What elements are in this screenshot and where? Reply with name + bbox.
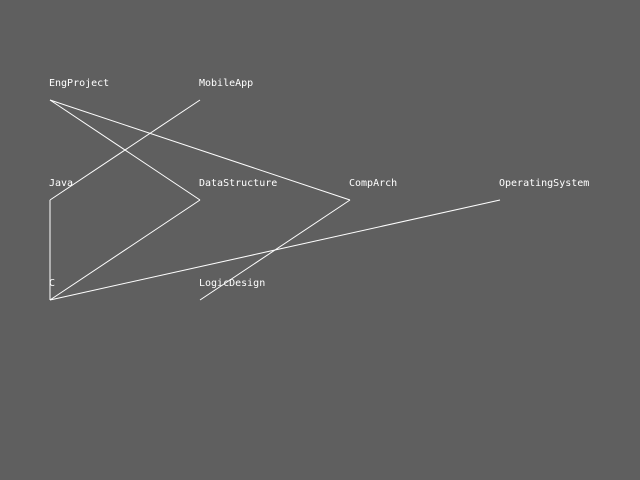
node-datastructure: DataStructure [199,178,278,189]
edge-operatingsystem-c [49,199,501,301]
edge-mobileapp-java [49,99,201,201]
node-c: C [49,278,56,289]
edge-engproject-comparch [49,99,351,201]
node-logicdesign: LogicDesign [199,278,266,289]
node-operatingsystem: OperatingSystem [499,178,590,189]
node-engproject: EngProject [49,78,110,89]
node-mobileapp: MobileApp [199,78,254,89]
node-java: Java [49,178,74,189]
edge-datastructure-c [49,199,201,301]
node-comparch: CompArch [349,178,398,189]
